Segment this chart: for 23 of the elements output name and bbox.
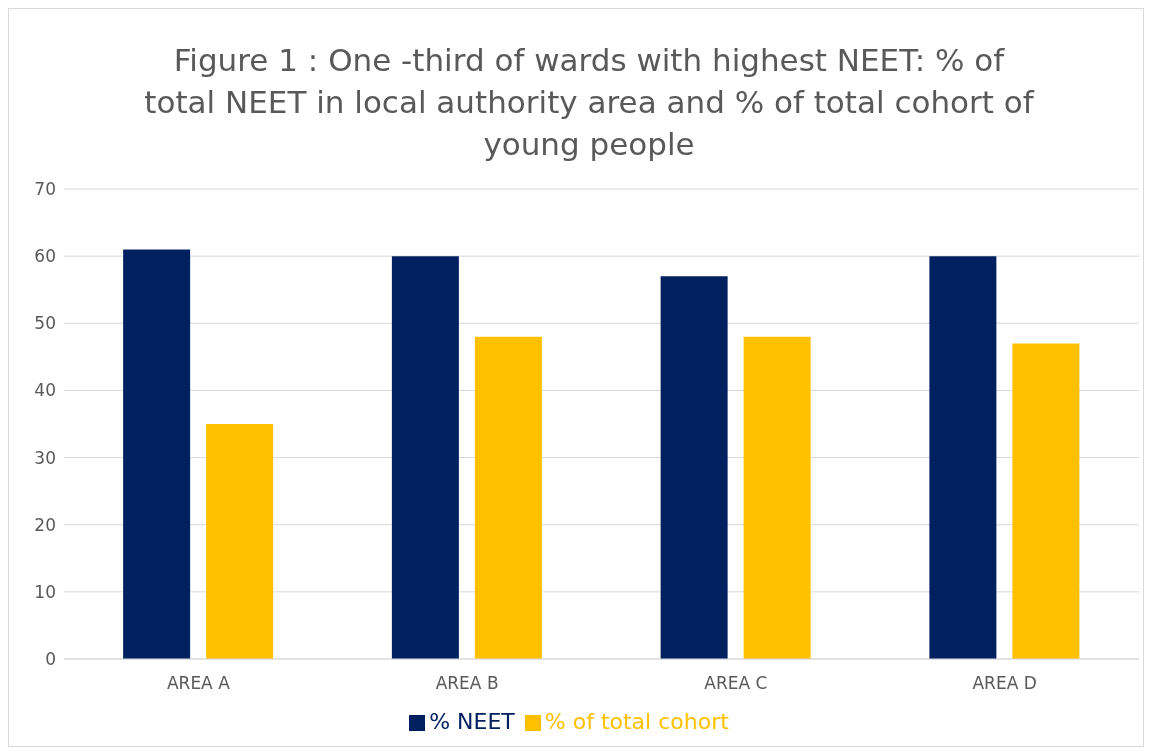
y-tick-label: 20: [34, 514, 56, 535]
legend-label: % of total cohort: [544, 709, 729, 734]
bar: [660, 276, 728, 659]
y-tick-label: 50: [34, 313, 56, 334]
chart-title: Figure 1 : One -third of wards with highest NEET: % of total NEET in local authority area and % of total cohort of young people: [143, 41, 1036, 164]
bar: [929, 256, 997, 659]
legend-label: % NEET: [429, 709, 515, 734]
bar: [743, 336, 811, 659]
x-tick-label: AREA B: [435, 673, 499, 694]
x-tick-label: AREA D: [972, 673, 1037, 694]
bar: [391, 256, 459, 659]
bar: [206, 424, 274, 659]
x-tick-label: AREA A: [166, 673, 231, 694]
y-tick-label: 70: [34, 179, 56, 200]
x-tick-label: AREA C: [704, 673, 768, 694]
y-tick-label: 10: [34, 581, 56, 602]
bar: [1012, 343, 1080, 659]
y-tick-label: 60: [34, 246, 56, 267]
y-tick-label: 40: [34, 380, 56, 401]
y-tick-label: 0: [45, 649, 56, 670]
y-tick-label: 30: [34, 447, 56, 468]
bar: [123, 249, 191, 659]
bar: [474, 336, 542, 659]
